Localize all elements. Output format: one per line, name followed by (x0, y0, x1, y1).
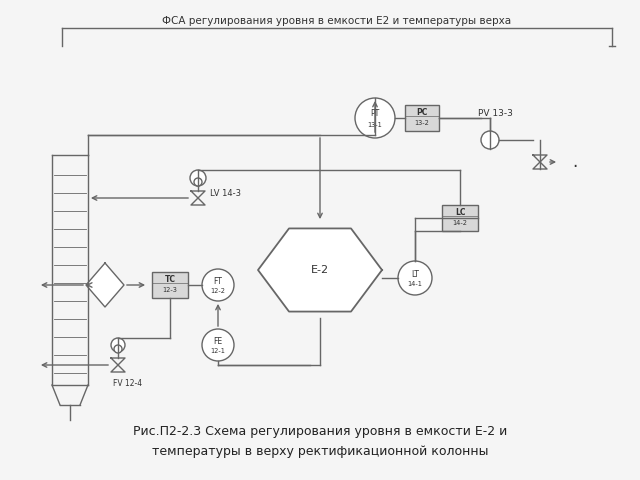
Text: LC: LC (455, 208, 465, 217)
Text: 12-2: 12-2 (211, 288, 225, 294)
Text: FT: FT (214, 277, 223, 286)
Text: 14-1: 14-1 (408, 281, 422, 287)
Text: FV 12-4: FV 12-4 (113, 379, 142, 387)
Circle shape (202, 329, 234, 361)
Text: Рис.П2-2.3 Схема регулирования уровня в емкости Е-2 и: Рис.П2-2.3 Схема регулирования уровня в … (133, 425, 507, 439)
Text: 12-1: 12-1 (211, 348, 225, 354)
Polygon shape (258, 228, 382, 312)
Circle shape (111, 338, 125, 352)
Text: 13-2: 13-2 (415, 120, 429, 126)
Circle shape (398, 261, 432, 295)
Text: TC: TC (164, 275, 175, 284)
Circle shape (114, 345, 122, 353)
Text: FE: FE (213, 337, 223, 346)
Text: ФСА регулирования уровня в емкости Е2 и температуры верха: ФСА регулирования уровня в емкости Е2 и … (163, 16, 511, 26)
Circle shape (481, 131, 499, 149)
Circle shape (202, 269, 234, 301)
Circle shape (355, 98, 395, 138)
Bar (405, 105, 439, 131)
Text: E-2: E-2 (311, 265, 329, 275)
Text: 13-1: 13-1 (367, 122, 382, 128)
Text: LT: LT (411, 270, 419, 279)
Text: 12-3: 12-3 (163, 287, 177, 293)
Text: PT: PT (371, 109, 380, 119)
Text: PC: PC (416, 108, 428, 117)
Circle shape (194, 178, 202, 186)
Text: температуры в верху ректификационной колонны: температуры в верху ректификационной кол… (152, 445, 488, 458)
Polygon shape (86, 263, 124, 307)
Text: PV 13-3: PV 13-3 (478, 108, 513, 118)
Text: 14-2: 14-2 (452, 220, 467, 226)
Bar (152, 272, 188, 298)
Text: .: . (572, 153, 578, 171)
Text: LV 14-3: LV 14-3 (210, 189, 241, 197)
Bar (442, 205, 478, 231)
Circle shape (190, 170, 206, 186)
